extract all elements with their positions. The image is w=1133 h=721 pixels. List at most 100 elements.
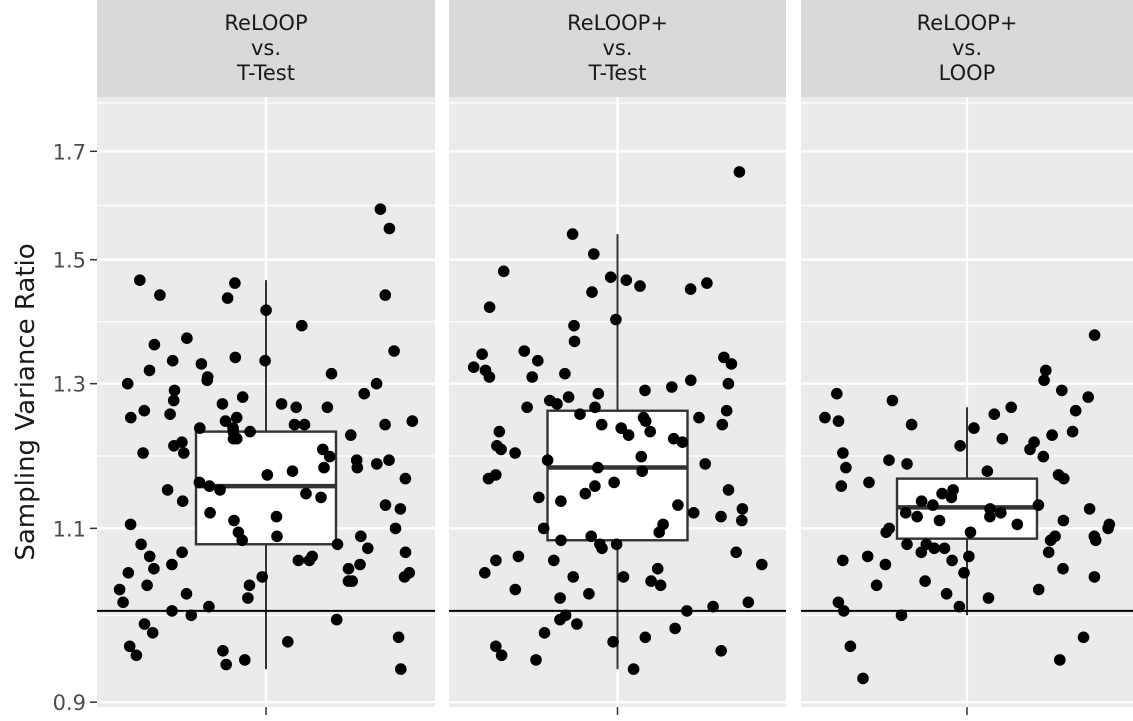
data-point <box>716 418 729 431</box>
data-point <box>1077 631 1090 644</box>
data-point <box>194 422 206 434</box>
data-point <box>1058 472 1070 485</box>
data-point <box>166 354 179 367</box>
data-point <box>857 672 869 685</box>
data-point <box>1032 499 1045 511</box>
data-point <box>259 354 271 367</box>
data-point <box>321 401 334 414</box>
data-point <box>742 596 755 609</box>
data-point <box>1088 329 1101 341</box>
data-point <box>495 649 508 662</box>
data-point <box>981 465 994 478</box>
data-point <box>371 458 383 470</box>
data-point <box>181 332 193 345</box>
facet-title-line: vs. <box>602 36 632 60</box>
data-point <box>154 289 166 301</box>
data-point <box>383 454 395 467</box>
data-point <box>379 418 391 431</box>
data-point <box>940 588 953 600</box>
data-point <box>166 605 178 617</box>
data-point <box>483 371 496 383</box>
data-point <box>521 401 533 414</box>
data-point <box>555 534 567 547</box>
data-point <box>124 518 137 531</box>
data-point <box>228 514 240 527</box>
data-point <box>554 592 566 604</box>
data-point <box>1082 391 1094 403</box>
data-point <box>583 588 595 600</box>
data-point <box>905 418 918 431</box>
data-point <box>532 354 544 367</box>
data-point <box>559 367 571 380</box>
data-point <box>592 387 605 400</box>
data-point <box>399 472 412 485</box>
data-point <box>620 274 633 287</box>
data-point <box>548 554 560 567</box>
facet-title-line: ReLOOP+ <box>917 11 1018 35</box>
data-point <box>933 514 946 527</box>
data-point <box>229 351 242 364</box>
data-point <box>290 401 303 414</box>
data-point <box>351 461 364 474</box>
facet-title-line: ReLOOP+ <box>567 11 668 35</box>
data-point <box>379 499 392 511</box>
data-point <box>595 418 608 431</box>
data-point <box>317 443 329 456</box>
data-point <box>497 265 510 278</box>
data-point <box>406 415 419 427</box>
data-point <box>588 248 600 260</box>
data-point <box>260 304 272 317</box>
data-point <box>586 286 598 298</box>
data-point <box>622 429 635 441</box>
data-point <box>541 454 554 467</box>
data-point <box>303 554 316 567</box>
data-point <box>901 538 913 551</box>
data-point <box>899 507 912 519</box>
data-point <box>886 394 899 407</box>
data-point <box>219 415 232 427</box>
data-point <box>996 432 1009 445</box>
data-point <box>117 596 129 609</box>
data-point <box>1005 401 1017 414</box>
data-point <box>883 454 895 467</box>
data-point <box>861 550 874 563</box>
data-point <box>236 534 248 547</box>
y-tick-label: 1.1 <box>53 517 86 541</box>
data-point <box>1042 546 1055 559</box>
data-point <box>1038 374 1050 387</box>
data-point <box>835 480 848 492</box>
data-point <box>204 507 216 519</box>
data-point <box>143 364 156 377</box>
data-point <box>398 571 411 583</box>
data-point <box>125 411 137 424</box>
data-point <box>185 609 198 622</box>
data-point <box>589 480 601 492</box>
data-point <box>394 503 407 515</box>
data-point <box>568 319 580 332</box>
data-point <box>271 530 283 543</box>
data-point <box>388 345 400 357</box>
data-point <box>168 384 181 397</box>
facet-title-line: T-Test <box>236 61 295 85</box>
data-point <box>945 491 958 504</box>
data-point <box>551 398 563 410</box>
data-point <box>681 605 693 617</box>
facet-panel-2: ReLOOP+vs.T-Test <box>449 0 786 715</box>
data-point <box>146 627 159 639</box>
data-point <box>667 432 680 445</box>
data-point <box>607 636 619 648</box>
data-point <box>895 609 908 622</box>
data-point <box>167 394 180 407</box>
data-point <box>1011 518 1024 531</box>
data-point <box>1088 571 1101 583</box>
data-point <box>915 546 928 559</box>
data-point <box>730 546 742 559</box>
data-point <box>654 579 667 592</box>
data-point <box>370 377 383 390</box>
data-point <box>495 443 507 456</box>
facet-title-line: ReLOOP <box>224 11 307 35</box>
facet-strip <box>801 0 1133 97</box>
data-point <box>512 550 525 563</box>
data-point <box>911 510 923 523</box>
data-point <box>195 358 208 370</box>
